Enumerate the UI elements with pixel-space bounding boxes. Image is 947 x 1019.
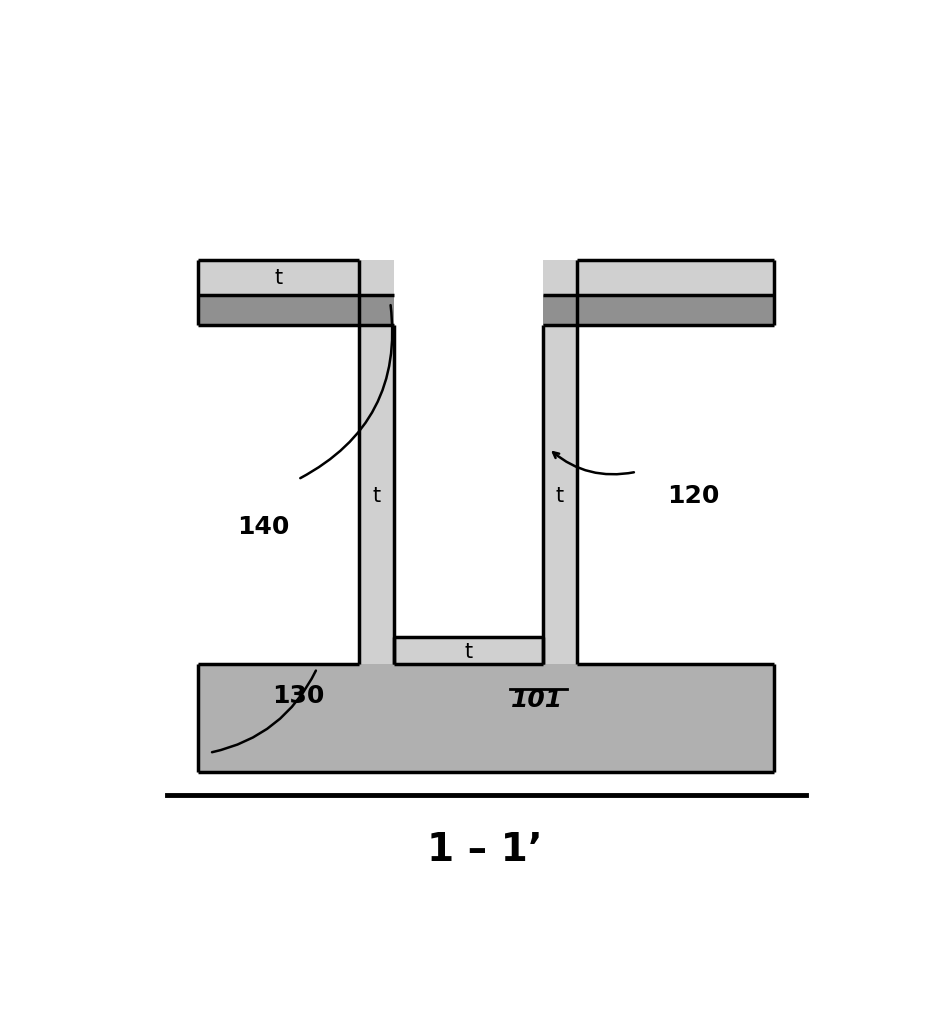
Bar — [394, 326, 543, 638]
Bar — [543, 296, 578, 326]
Text: 1 – 1’: 1 – 1’ — [427, 830, 543, 868]
Text: 140: 140 — [237, 515, 290, 539]
Bar — [198, 261, 360, 296]
Bar — [543, 261, 578, 664]
Bar — [394, 638, 543, 664]
Text: t: t — [464, 641, 473, 661]
Text: t: t — [373, 485, 381, 505]
Bar — [578, 296, 774, 326]
Bar — [198, 664, 774, 772]
Text: t: t — [275, 268, 282, 288]
Bar — [360, 296, 394, 326]
Text: 101: 101 — [510, 688, 563, 711]
Text: t: t — [556, 485, 564, 505]
Bar — [578, 261, 774, 296]
Bar — [198, 296, 360, 326]
Text: 120: 120 — [668, 483, 720, 507]
Bar — [360, 261, 394, 664]
Text: 130: 130 — [272, 684, 324, 708]
